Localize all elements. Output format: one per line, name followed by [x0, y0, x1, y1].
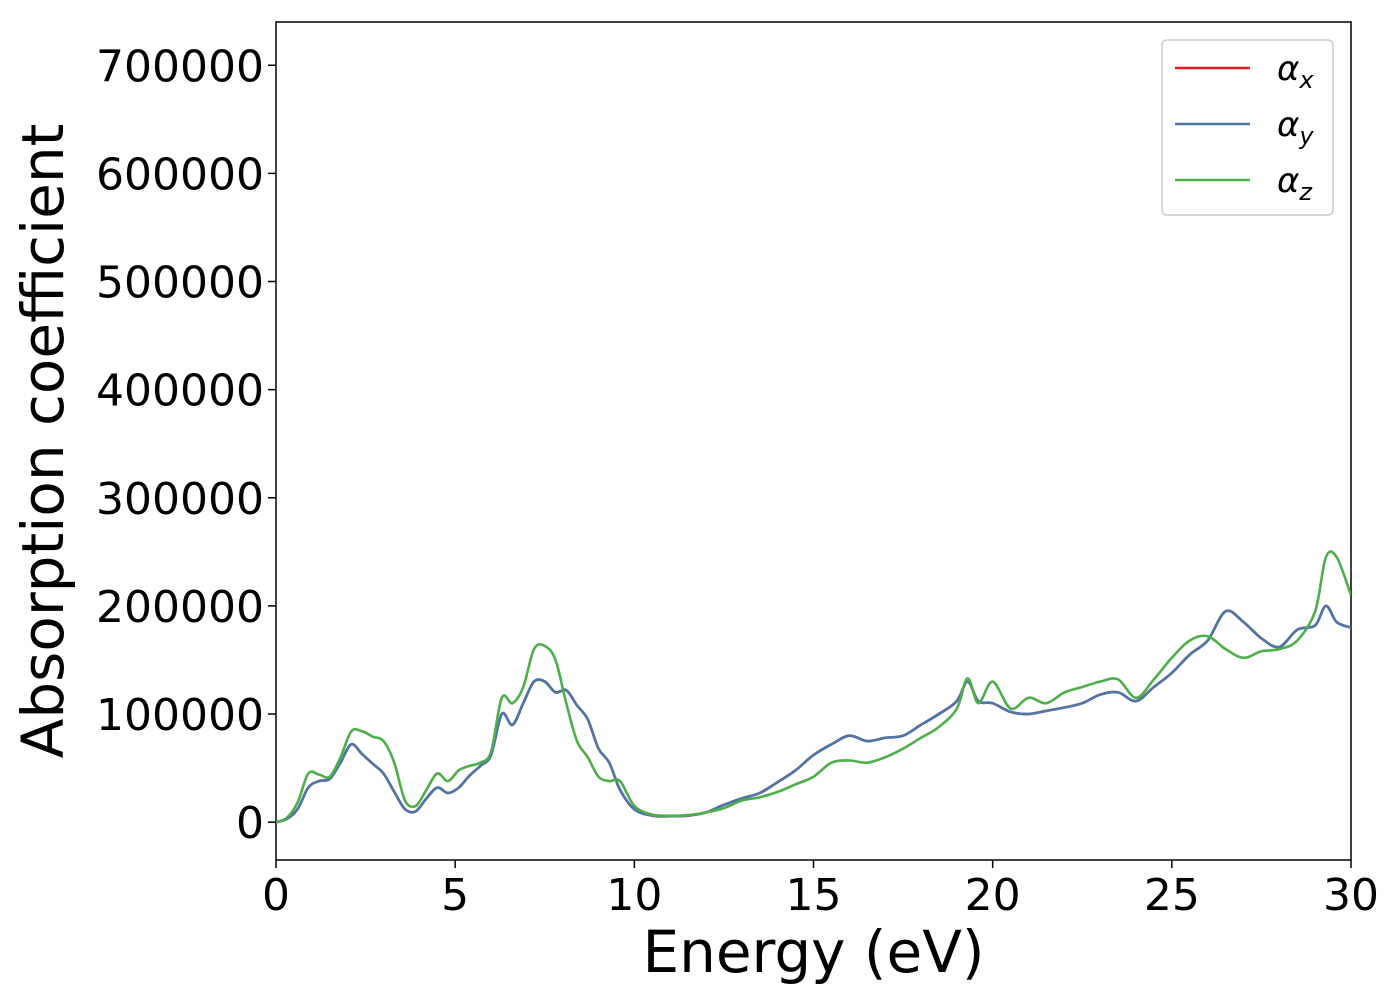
plot-area: 0 5 10 15 20 25 30 0 100000 200000 300000 400000 50… — [96, 21, 1379, 921]
series-line-y — [276, 604, 1351, 824]
x-tick-label: 30 — [1323, 870, 1379, 921]
series-line-x — [276, 604, 1351, 824]
x-axis-ticks: 0 5 10 15 20 25 30 — [262, 860, 1379, 921]
y-tick-label: 400000 — [96, 366, 264, 417]
x-axis-title: Energy (eV) — [642, 918, 984, 986]
legend: αx αy αz — [1161, 39, 1334, 216]
legend-label-x: αx — [1277, 49, 1314, 94]
y-tick-label: 200000 — [96, 582, 264, 633]
y-tick-label: 300000 — [96, 474, 264, 525]
y-axis-title: Absorption coefficient — [9, 124, 77, 759]
y-tick-label: 500000 — [96, 258, 264, 309]
legend-label-y: αy — [1277, 105, 1314, 150]
y-tick-label: 600000 — [96, 149, 264, 200]
series-line-z — [276, 550, 1351, 824]
x-tick-label: 15 — [786, 870, 842, 921]
x-tick-label: 5 — [441, 870, 469, 921]
y-tick-label: 700000 — [96, 41, 264, 92]
y-tick-label: 100000 — [96, 690, 264, 741]
x-tick-label: 0 — [262, 870, 290, 921]
x-tick-label: 10 — [606, 870, 662, 921]
legend-box — [1161, 39, 1334, 216]
y-axis-ticks: 0 100000 200000 300000 400000 500000 600000 700… — [96, 41, 276, 849]
y-tick-label: 0 — [236, 798, 264, 849]
x-tick-label: 25 — [1144, 870, 1200, 921]
x-tick-label: 20 — [965, 870, 1021, 921]
series-layer — [276, 550, 1351, 824]
legend-label-z: αz — [1277, 161, 1313, 206]
